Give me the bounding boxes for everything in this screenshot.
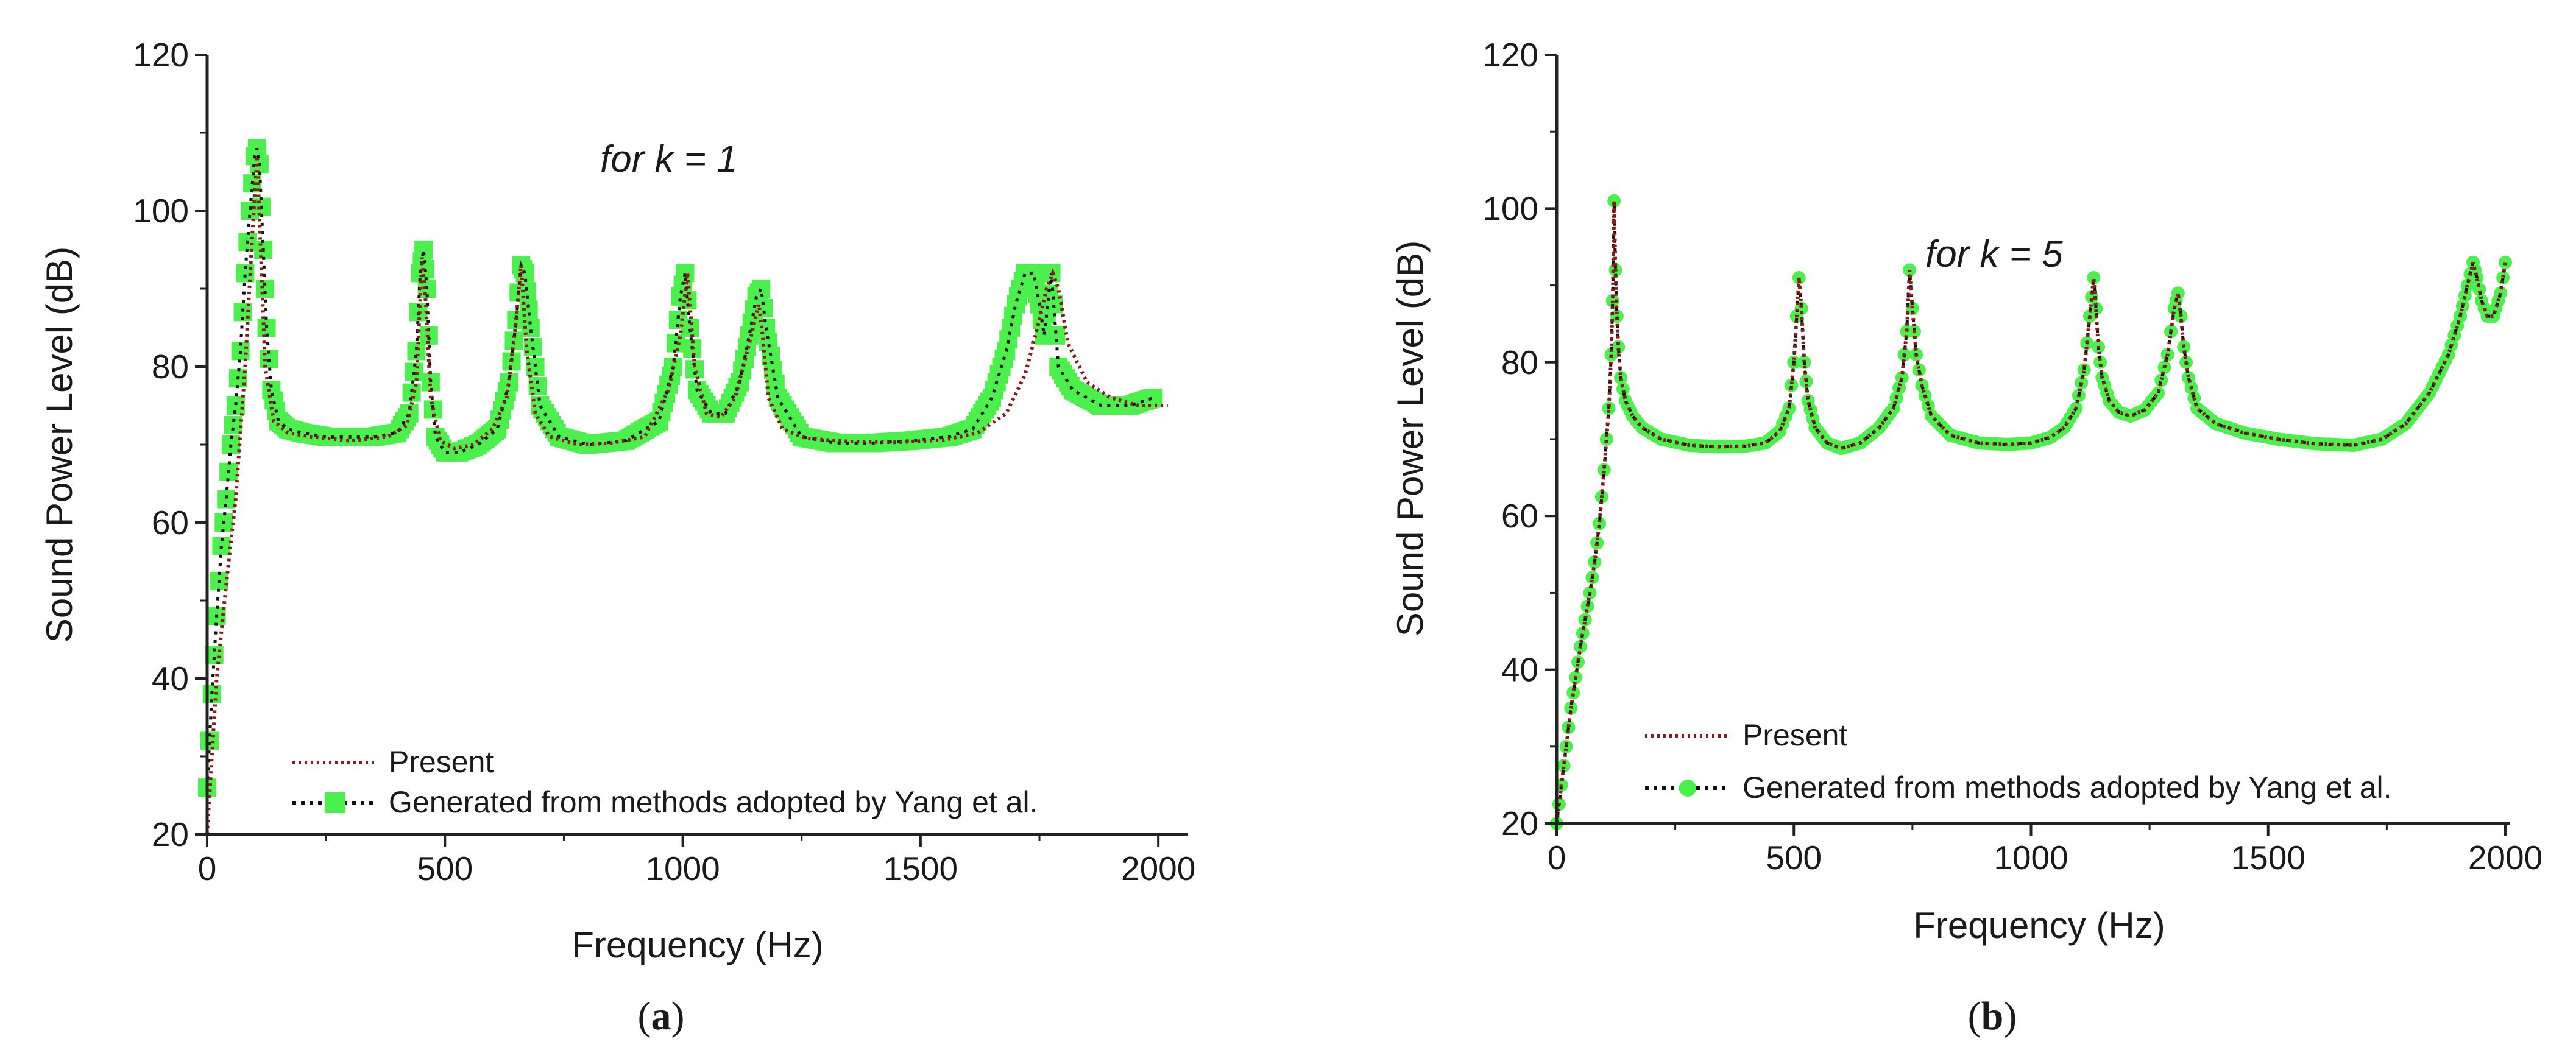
panel-b-yang-marker bbox=[1782, 401, 1796, 415]
panel-b-y-tick-label: 40 bbox=[1501, 651, 1538, 689]
panel-a-legend-yang-label: Generated from methods adopted by Yang e… bbox=[389, 785, 1038, 819]
panel-a-x-tick-label: 2000 bbox=[1121, 850, 1195, 887]
panel-a-y-axis-title: Sound Power Level (dB) bbox=[39, 247, 80, 643]
panel-b-yang-marker bbox=[1616, 382, 1630, 396]
panel-b-yang-marker bbox=[2151, 386, 2165, 400]
panel-b-yang-marker bbox=[2171, 286, 2185, 300]
panel-a-label: (a) bbox=[638, 994, 685, 1038]
panel-b-yang-marker bbox=[2472, 282, 2486, 296]
panel-b-yang-marker bbox=[1612, 340, 1626, 354]
panel-b-label: (b) bbox=[1968, 994, 2017, 1038]
panel-a-x-tick-label: 1500 bbox=[883, 850, 958, 887]
panel-b-yang-marker bbox=[2458, 289, 2472, 303]
panel-b-yang-marker bbox=[1599, 432, 1613, 446]
panel-a-y-tick-label: 80 bbox=[152, 348, 189, 386]
panel-a-legend-yang-marker bbox=[325, 792, 345, 813]
panel-b-y-axis-title: Sound Power Level (dB) bbox=[1390, 241, 1431, 636]
panel-b-legend-yang-marker bbox=[1679, 780, 1696, 797]
panel-a-yang-marker bbox=[528, 377, 547, 395]
panel-a-present-line bbox=[205, 156, 1168, 835]
panel-a-ticks: 0 500 1000 1500 2000 20 40 60 80 100 120 bbox=[133, 36, 1195, 887]
panel-b-annotation: for k = 5 bbox=[1925, 233, 2063, 275]
panel-a-y-tick-label: 20 bbox=[152, 816, 189, 853]
panel-a-legend-present-label: Present bbox=[389, 745, 494, 779]
panel-b-yang-marker bbox=[2154, 373, 2168, 387]
panel-a-y-tick-label: 40 bbox=[152, 660, 189, 697]
panel-a-x-tick-label: 1000 bbox=[645, 850, 720, 887]
panel-b-yang-marker bbox=[1597, 463, 1611, 477]
panel-a-x-axis-title: Frequency (Hz) bbox=[571, 925, 823, 965]
panel-b-plot-area bbox=[1550, 194, 2512, 830]
panel-b-x-tick-label: 0 bbox=[1548, 839, 1566, 876]
panel-b-yang-marker bbox=[1593, 516, 1607, 530]
panel-a-yang-marker bbox=[754, 299, 773, 317]
panel-b-legend: Present Generated from methods adopted b… bbox=[1645, 718, 2392, 805]
panel-b-ticks: 0 500 1000 1500 2000 20 40 60 80 100 120 bbox=[1482, 36, 2542, 876]
panel-a-y-tick-label: 120 bbox=[133, 36, 189, 74]
panel-b-legend-yang-label: Generated from methods adopted by Yang e… bbox=[1743, 770, 2392, 805]
panel-a: 0 500 1000 1500 2000 20 40 60 80 100 120 for k = 1… bbox=[39, 36, 1195, 1038]
panel-b-yang-marker bbox=[2077, 363, 2091, 377]
panel-a-yang-markers bbox=[198, 139, 1163, 797]
panel-a-plot-area bbox=[198, 139, 1168, 835]
panel-b-present-line bbox=[1555, 200, 2507, 824]
panel-a-annotation: for k = 1 bbox=[600, 138, 738, 180]
panel-b-yang-marker bbox=[1576, 626, 1590, 640]
panel-b-yang-marker bbox=[2093, 355, 2107, 369]
panel-b-x-axis-title: Frequency (Hz) bbox=[1913, 905, 2165, 946]
panel-b-x-tick-label: 1500 bbox=[2231, 839, 2305, 876]
panel-b-x-tick-label: 1000 bbox=[1994, 839, 2068, 876]
panel-a-yang-marker bbox=[1144, 389, 1163, 407]
panel-b: 0 500 1000 1500 2000 20 40 60 80 100 120 for k = 5… bbox=[1390, 36, 2542, 1038]
panel-b-yang-marker bbox=[2496, 270, 2510, 284]
panel-b-yang-marker bbox=[1566, 686, 1580, 700]
panel-b-yang-marker bbox=[2181, 371, 2195, 385]
panel-b-yang-marker bbox=[1557, 759, 1571, 773]
panel-b-yang-line bbox=[1555, 200, 2507, 824]
panel-b-y-tick-label: 80 bbox=[1501, 344, 1538, 381]
panel-b-yang-marker bbox=[1607, 194, 1621, 208]
panel-a-yang-marker bbox=[685, 360, 704, 379]
panel-b-yang-marker bbox=[1785, 378, 1799, 392]
panel-b-legend-present-label: Present bbox=[1743, 718, 1847, 752]
panel-a-x-tick-label: 0 bbox=[198, 850, 217, 887]
panel-a-legend: Present Generated from methods adopted b… bbox=[292, 745, 1038, 819]
panel-b-yang-marker bbox=[1895, 371, 1909, 385]
panel-a-yang-marker bbox=[255, 280, 274, 298]
panel-b-x-tick-label: 2000 bbox=[2468, 839, 2542, 876]
panel-b-yang-marker bbox=[2087, 270, 2101, 284]
panel-b-yang-marker bbox=[2075, 376, 2089, 390]
panel-b-y-tick-label: 20 bbox=[1501, 805, 1538, 842]
panel-b-y-tick-label: 100 bbox=[1482, 189, 1538, 227]
panel-b-y-tick-label: 120 bbox=[1482, 36, 1538, 74]
panel-a-yang-line bbox=[205, 147, 1155, 788]
panel-a-y-tick-label: 60 bbox=[152, 504, 189, 541]
panel-a-x-tick-label: 500 bbox=[417, 850, 473, 887]
panel-a-y-tick-label: 100 bbox=[133, 192, 189, 230]
panel-b-x-tick-label: 500 bbox=[1766, 839, 1822, 876]
panel-b-y-tick-label: 60 bbox=[1501, 497, 1538, 535]
